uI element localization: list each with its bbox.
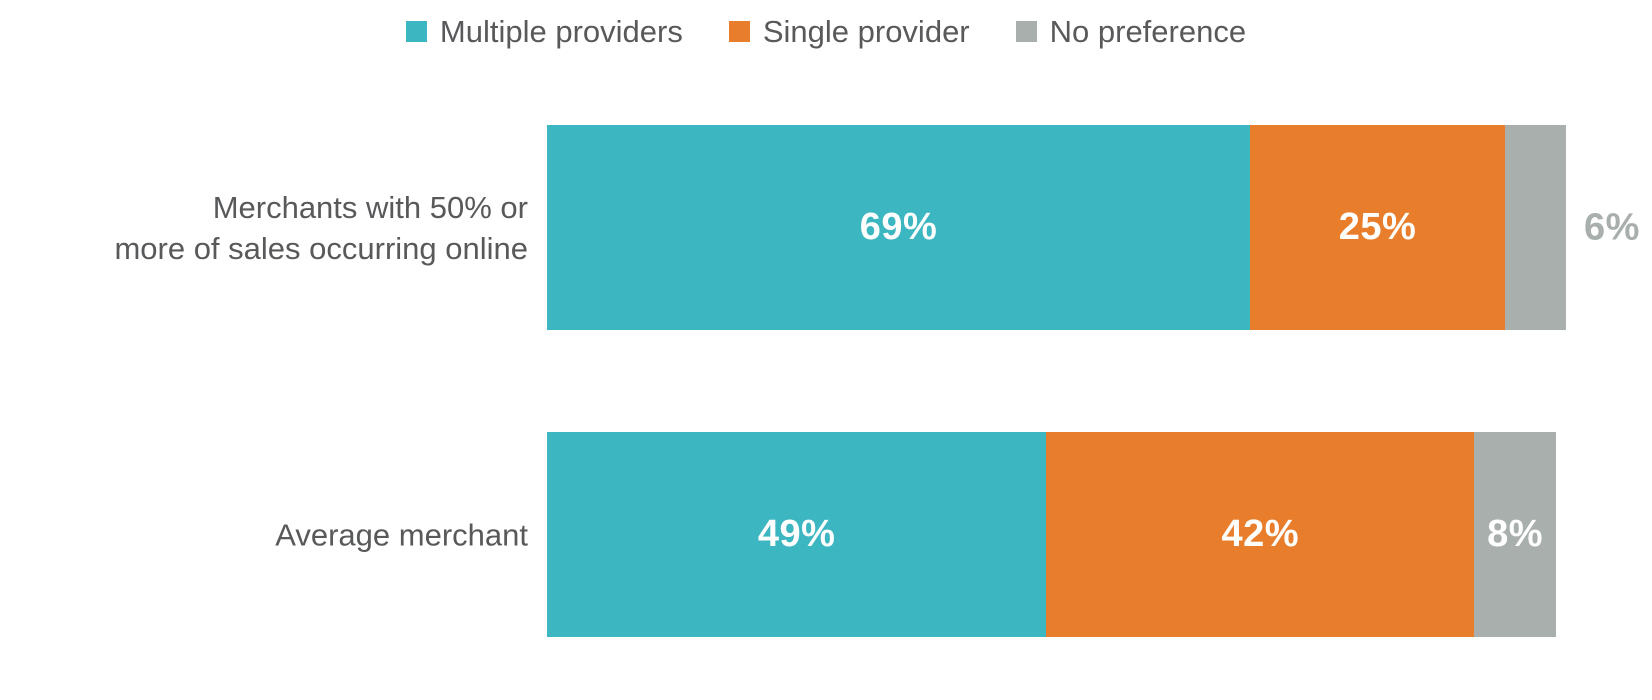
- value-label: 49%: [757, 513, 836, 555]
- bar-segment-single-provider: 25%: [1250, 125, 1505, 330]
- value-label-outside: 6%: [1584, 206, 1640, 248]
- category-label-line: more of sales occurring online: [114, 230, 528, 266]
- value-label: 42%: [1221, 513, 1300, 555]
- category-label-line: Average merchant: [275, 517, 528, 552]
- stacked-bar: 69% 25%: [547, 125, 1566, 330]
- category-label: Merchants with 50% or more of sales occur…: [0, 187, 528, 269]
- legend-item: No preference: [1015, 14, 1247, 49]
- category-label-line: Merchants with 50% or: [212, 189, 528, 225]
- legend-swatch-icon: [405, 21, 427, 42]
- legend-item: Multiple providers: [405, 14, 683, 49]
- legend-swatch-icon: [1015, 21, 1037, 42]
- bar-segment-single-provider: 42%: [1046, 432, 1475, 637]
- value-label: 8%: [1487, 513, 1543, 555]
- legend-swatch-icon: [728, 21, 750, 42]
- bar-row: Average merchant 49% 42% 8%: [0, 432, 1652, 637]
- bar-row: Merchants with 50% or more of sales occur…: [0, 125, 1652, 330]
- legend-label: No preference: [1049, 14, 1247, 49]
- legend-label: Multiple providers: [439, 14, 683, 49]
- category-label: Average merchant: [0, 514, 528, 555]
- stacked-bar: 49% 42% 8%: [547, 432, 1556, 637]
- bar-segment-no-preference: [1504, 125, 1566, 330]
- legend: Multiple providers Single provider No pref…: [0, 16, 1652, 47]
- bar-segment-multiple-providers: 69%: [547, 125, 1251, 330]
- bar-segment-multiple-providers: 49%: [547, 432, 1047, 637]
- legend-label: Single provider: [762, 14, 970, 49]
- value-label: 69%: [859, 206, 938, 248]
- value-label: 25%: [1338, 206, 1417, 248]
- legend-item: Single provider: [728, 14, 970, 49]
- bar-segment-no-preference: 8%: [1474, 432, 1556, 637]
